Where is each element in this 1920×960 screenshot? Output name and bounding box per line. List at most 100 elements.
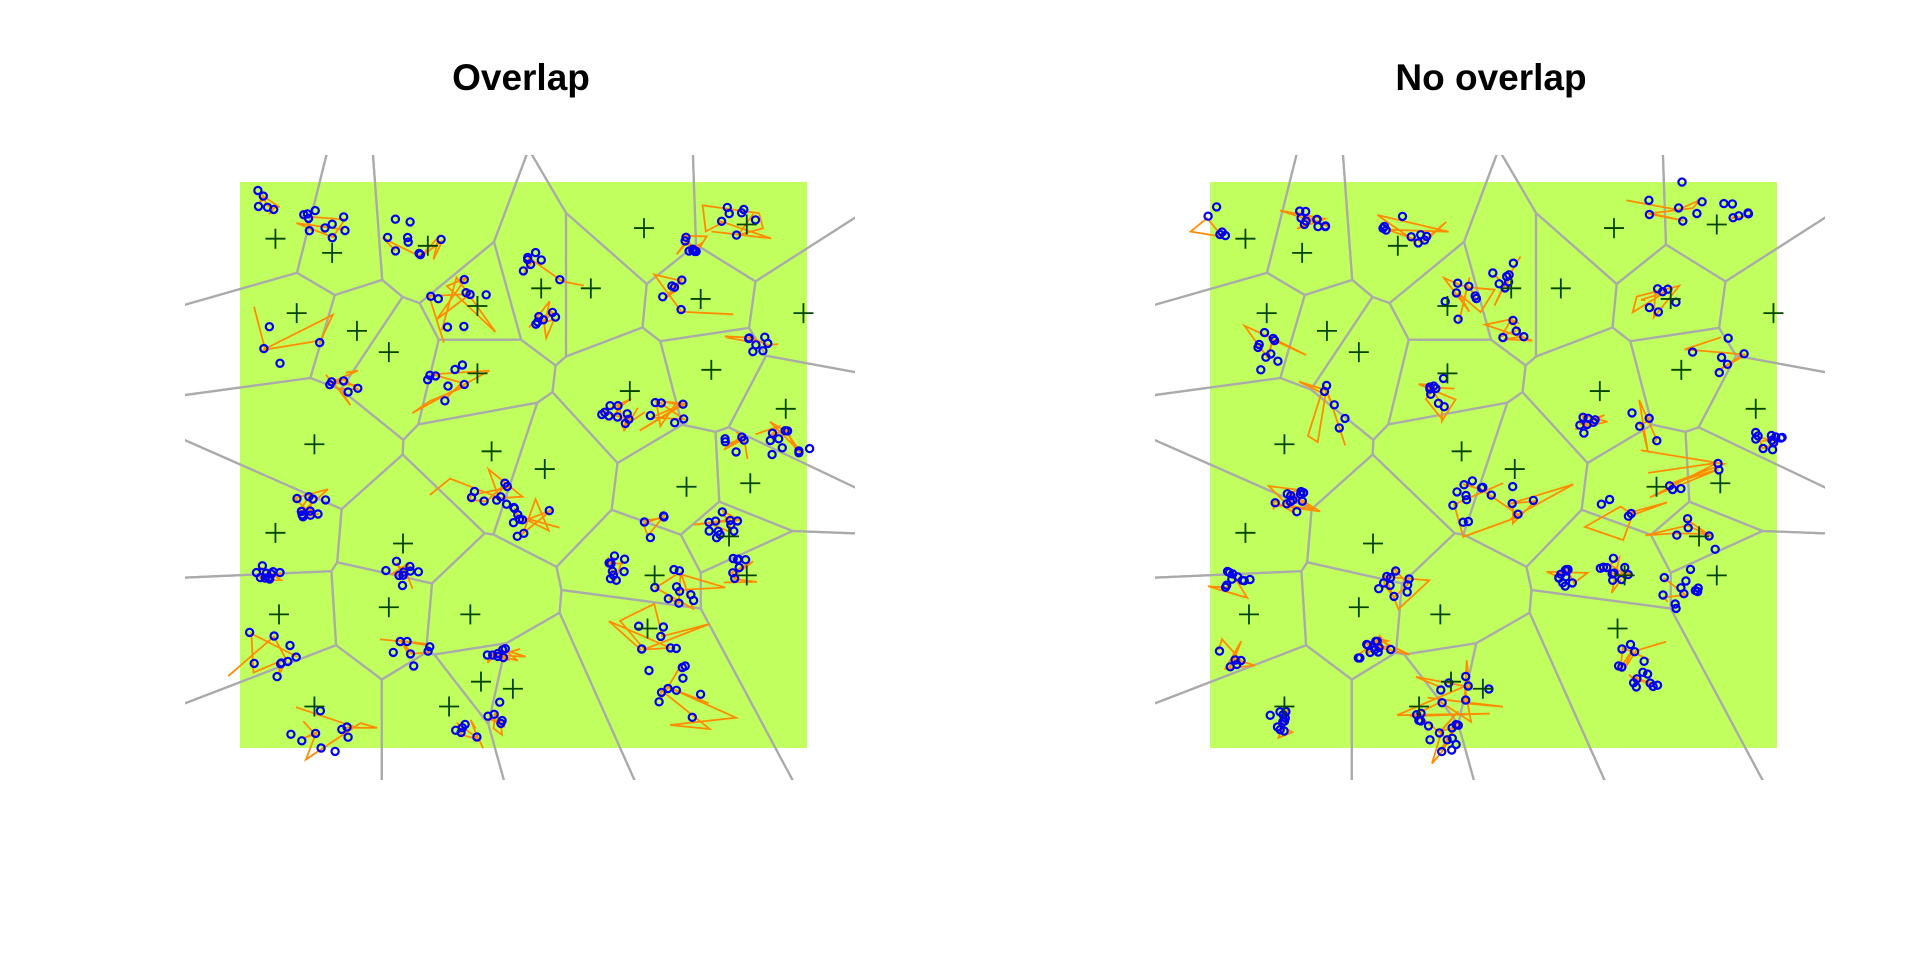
observation-point (1370, 636, 1381, 647)
observation-point (679, 414, 689, 424)
observation-point (1273, 356, 1283, 366)
observation-point (1389, 591, 1399, 602)
observation-point (1617, 644, 1627, 654)
observation-point (258, 191, 268, 201)
center-marker (1646, 476, 1667, 497)
observation-point (600, 407, 610, 417)
observation-point (518, 266, 529, 276)
observation-point (650, 397, 661, 408)
observation-point (414, 248, 424, 259)
observation-point (443, 381, 453, 391)
movement-path (1575, 413, 1608, 431)
observation-point (390, 246, 401, 256)
observation-point (286, 729, 296, 740)
observation-point (493, 648, 503, 659)
observation-point (1604, 494, 1615, 505)
observation-point (1557, 578, 1568, 588)
observation-point (1722, 359, 1733, 369)
observation-points (244, 185, 815, 757)
observation-point (302, 209, 313, 219)
observation-point (1556, 569, 1566, 579)
movement-path (608, 602, 710, 652)
observation-point (620, 418, 631, 429)
observation-point (1625, 639, 1636, 650)
observation-point (1288, 495, 1298, 505)
observation-point (1463, 516, 1474, 527)
observation-point (612, 412, 623, 422)
observation-point (1461, 490, 1471, 501)
observation-point (731, 230, 742, 240)
observation-point (460, 719, 470, 730)
observation-point (1638, 667, 1648, 678)
observation-point (1373, 584, 1384, 594)
center-marker (1451, 441, 1472, 462)
observation-point (1687, 347, 1698, 357)
observation-point (260, 573, 270, 583)
observation-point (681, 232, 691, 242)
observation-point (1436, 746, 1447, 757)
observation-point (1452, 278, 1463, 288)
observation-point (680, 661, 690, 671)
observation-point (501, 499, 512, 509)
observation-point (304, 492, 314, 502)
center-marker (1550, 278, 1571, 299)
observation-point (530, 247, 541, 258)
observation-point (353, 383, 363, 393)
center-marker (1745, 398, 1766, 419)
observation-point (1476, 483, 1487, 493)
observation-point (1413, 238, 1423, 248)
observation-point (1653, 307, 1664, 317)
observation-point (1644, 195, 1654, 205)
center-marker (1235, 228, 1256, 249)
observation-point (704, 517, 714, 528)
observation-point (423, 646, 433, 656)
movement-path (1441, 275, 1497, 322)
center-marker (1316, 320, 1337, 341)
observation-point (1297, 496, 1308, 506)
observation-point (1508, 258, 1519, 268)
center-marker (1710, 473, 1731, 494)
observation-point (1563, 564, 1573, 575)
center-marker (701, 359, 722, 380)
observation-point (533, 317, 543, 327)
observation-point (634, 621, 644, 631)
observation-point (502, 481, 512, 492)
observation-point (430, 371, 441, 381)
observation-point (1381, 225, 1391, 235)
voronoi-cell (558, 588, 794, 780)
observation-point (1504, 270, 1514, 280)
observation-point (1676, 483, 1686, 494)
observation-point (1734, 211, 1744, 221)
observation-point (488, 650, 498, 660)
observation-point (489, 709, 499, 720)
movement-path (1481, 317, 1533, 342)
observation-point (1667, 484, 1678, 495)
observation-point (1254, 339, 1264, 350)
observation-point (665, 643, 676, 653)
observation-point (609, 551, 620, 561)
observation-point (1659, 572, 1670, 583)
center-marker (467, 363, 488, 384)
observation-point (1513, 509, 1523, 519)
observation-point (403, 237, 413, 247)
movement-path (755, 421, 802, 454)
observation-point (1266, 349, 1276, 359)
observation-point (1436, 685, 1446, 695)
observation-point (405, 649, 416, 659)
observation-point (658, 292, 668, 302)
movement-path (1509, 483, 1574, 526)
center-marker (1430, 604, 1451, 625)
center-marker (1589, 381, 1610, 402)
observation-point (405, 561, 415, 572)
observation-point (496, 492, 506, 502)
voronoi-cell (487, 611, 636, 780)
observation-point (1298, 488, 1309, 498)
observation-point (658, 511, 669, 521)
center-marker (304, 696, 325, 717)
observation-point (1626, 508, 1636, 519)
observation-point (459, 274, 469, 285)
movement-path (1619, 640, 1667, 673)
observation-point (1596, 499, 1607, 509)
observation-point (1716, 352, 1727, 363)
observation-point (326, 377, 337, 387)
